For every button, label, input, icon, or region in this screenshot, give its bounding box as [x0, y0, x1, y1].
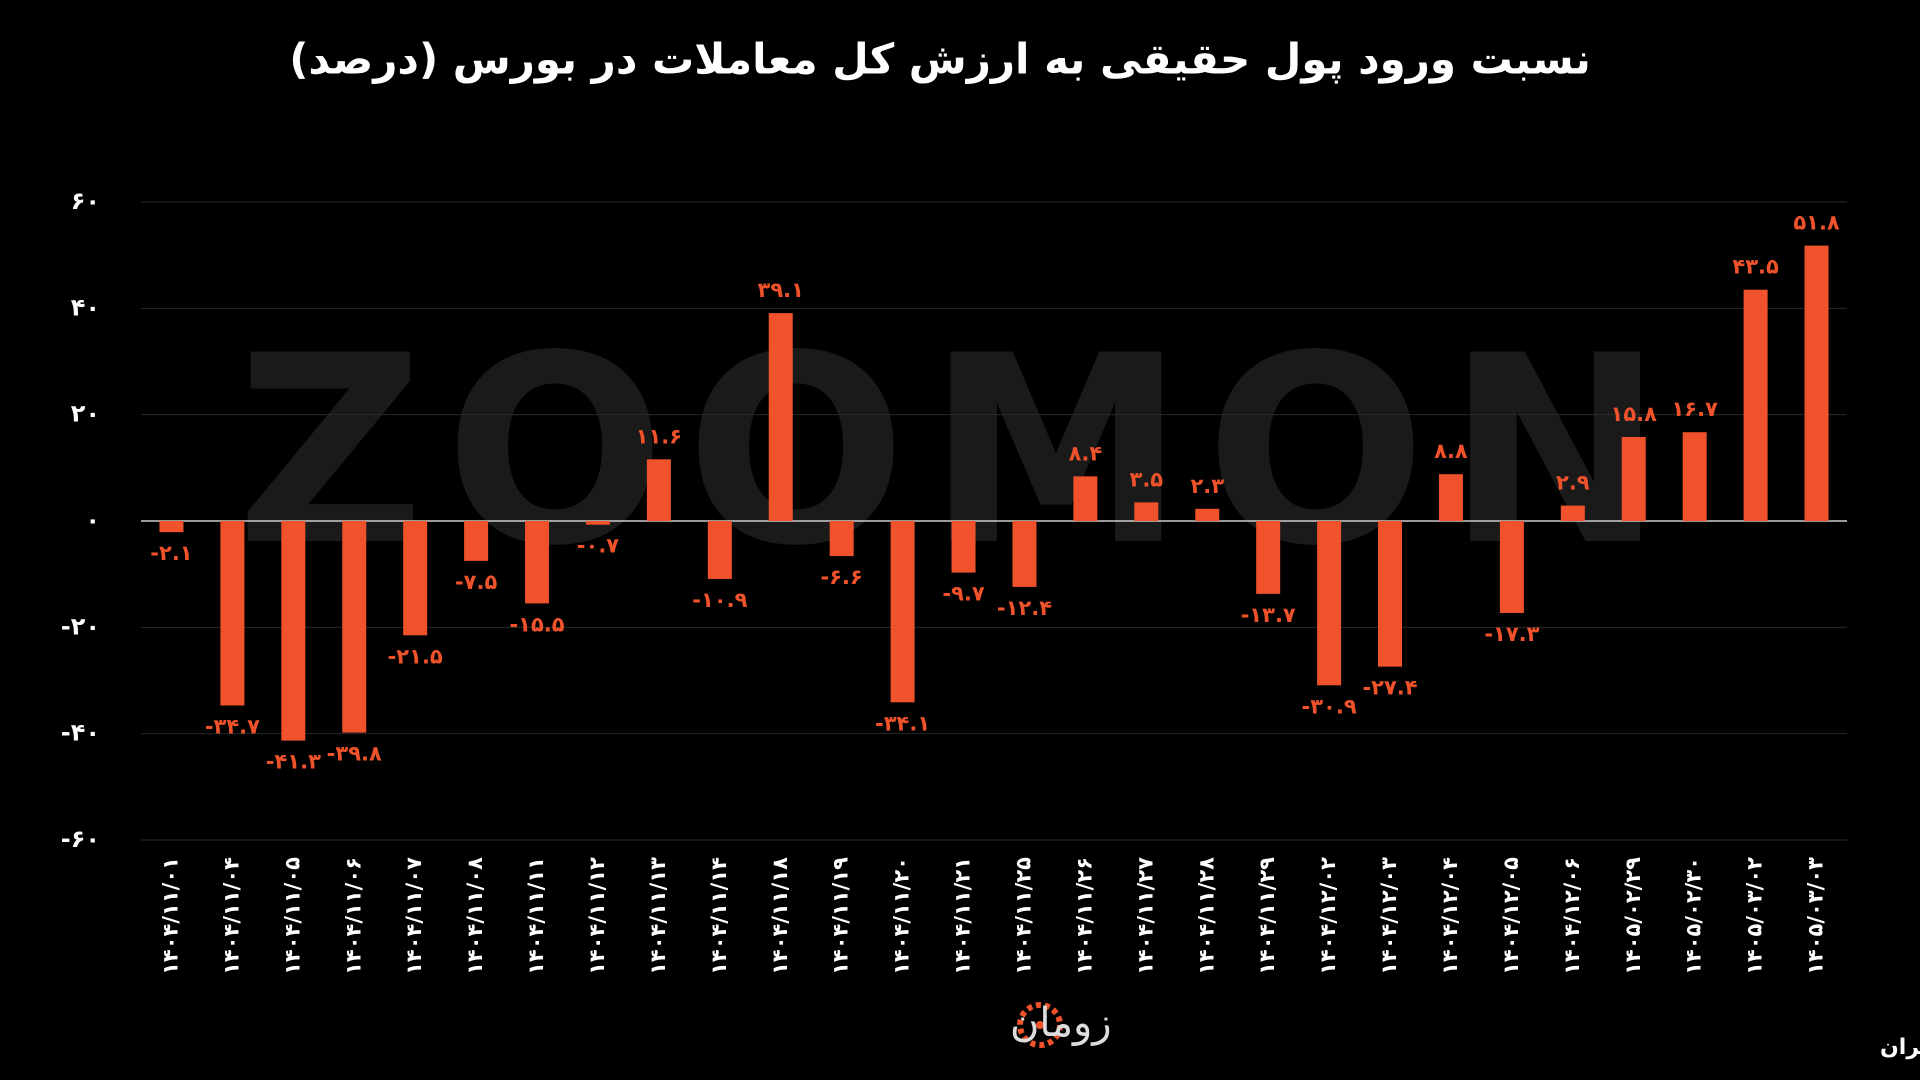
value-label: ۲.۳	[1190, 474, 1224, 498]
y-tick-label: ۲۰	[71, 400, 100, 428]
x-tick-label: ۱۴۰۴/۱۱/۱۹	[829, 857, 853, 975]
value-label: ۳.۵	[1130, 467, 1164, 491]
y-tick-label: ۴۰	[71, 293, 100, 321]
value-label: -۱۷.۳	[1484, 622, 1539, 646]
bar	[707, 521, 732, 579]
bar	[1743, 289, 1768, 521]
bar	[1134, 502, 1159, 521]
x-tick-label: ۱۴۰۵/۰۲/۳۰	[1682, 857, 1706, 975]
bar	[342, 521, 367, 733]
value-label: -۳۹.۸	[327, 742, 382, 766]
value-label: -۳۴.۷	[205, 714, 260, 738]
x-tick-label: ۱۴۰۴/۱۱/۱۸	[768, 857, 792, 975]
y-tick-label: -۴۰	[61, 719, 100, 747]
bar	[1195, 508, 1220, 521]
logo-dot	[1036, 1021, 1044, 1029]
value-label: -۲۷.۴	[1362, 676, 1417, 700]
bar	[1804, 245, 1829, 521]
x-tick-label: ۱۴۰۴/۱۱/۱۱	[524, 857, 548, 975]
x-tick-label: ۱۴۰۴/۱۱/۲۶	[1072, 857, 1096, 975]
value-label: ۸.۴	[1069, 441, 1103, 465]
value-label: ۳۹.۱	[758, 278, 804, 302]
x-tick-label: ۱۴۰۴/۱۱/۰۶	[341, 857, 365, 975]
chart-title: نسبت ورود پول حقیقی به ارزش کل معاملات د…	[289, 35, 1591, 85]
x-tick-label: ۱۴۰۴/۱۱/۲۷	[1133, 857, 1157, 975]
x-tick-label: ۱۴۰۴/۱۱/۲۹	[1255, 857, 1279, 975]
x-tick-label: ۱۴۰۵/۰۳/۰۳	[1804, 857, 1828, 975]
value-label: -۲۱.۵	[388, 644, 443, 668]
bar	[159, 521, 184, 533]
bar	[220, 521, 245, 706]
value-label: ۸.۸	[1434, 439, 1468, 463]
x-tick-label: ۱۴۰۵/۰۳/۰۲	[1743, 857, 1767, 975]
value-label: ۲.۹	[1556, 471, 1590, 495]
bar	[951, 521, 976, 573]
x-tick-label: ۱۴۰۴/۱۱/۲۱	[951, 857, 975, 975]
value-label: -۳۰.۹	[1302, 694, 1357, 718]
bar	[403, 521, 428, 636]
bar	[1256, 521, 1281, 594]
bar	[1012, 521, 1037, 587]
bar	[525, 521, 550, 604]
x-tick-label: ۱۴۰۴/۱۲/۰۳	[1377, 857, 1401, 975]
value-label: -۱۵.۵	[509, 612, 564, 636]
x-tick-label: ۱۴۰۴/۱۲/۰۶	[1560, 857, 1584, 975]
value-label: ۱۱.۶	[636, 424, 682, 448]
bar	[1073, 476, 1098, 521]
value-label: ۱۶.۷	[1671, 397, 1718, 421]
x-tick-label: ۱۴۰۴/۱۱/۰۴	[219, 857, 243, 975]
bar	[585, 521, 610, 525]
bar	[1621, 436, 1646, 521]
value-label: -۲.۱	[150, 541, 192, 565]
bar	[1560, 505, 1585, 521]
bar	[829, 521, 854, 557]
x-tick-label: ۱۴۰۵/۰۲/۲۹	[1621, 857, 1645, 975]
value-label: -۹.۷	[942, 582, 985, 606]
bar	[646, 459, 671, 521]
brand-logo	[1017, 1002, 1063, 1048]
source: منبع: بورس تهران	[1880, 1035, 1920, 1060]
x-tick-label: ۱۴۰۴/۱۱/۰۷	[402, 857, 426, 975]
value-label: -۴۱.۳	[266, 750, 321, 774]
y-tick-label: -۲۰	[61, 612, 100, 640]
logo-icon	[1017, 1002, 1063, 1048]
bar	[1317, 521, 1342, 686]
value-label: -۱۳.۷	[1241, 603, 1296, 627]
bar	[890, 521, 915, 703]
x-tick-label: ۱۴۰۴/۱۱/۲۵	[1011, 857, 1035, 975]
y-tick-label: ۶۰	[71, 187, 100, 215]
value-label: -۱۲.۴	[997, 596, 1052, 620]
x-tick-label: ۱۴۰۴/۱۲/۰۲	[1316, 857, 1340, 975]
value-label: ۱۵.۸	[1611, 402, 1658, 426]
bar	[1438, 474, 1463, 521]
bar	[1378, 521, 1403, 667]
x-tick-label: ۱۴۰۴/۱۱/۱۳	[646, 857, 670, 975]
x-tick-label: ۱۴۰۴/۱۱/۱۴	[707, 857, 731, 975]
x-tick-label: ۱۴۰۴/۱۱/۱۲	[585, 857, 609, 975]
brand-name: زومان	[1010, 1000, 1112, 1046]
value-label: -۷.۵	[455, 570, 498, 594]
bar	[281, 521, 306, 741]
x-tick-label: ۱۴۰۴/۱۱/۰۵	[280, 857, 304, 975]
y-tick-label: ۰	[85, 506, 100, 534]
value-label: -۶.۶	[821, 565, 863, 589]
x-tick-label: ۱۴۰۴/۱۱/۰۸	[463, 857, 487, 975]
bar	[464, 521, 489, 561]
value-label: -۰.۷	[577, 534, 620, 558]
x-tick-label: ۱۴۰۴/۱۱/۲۰	[890, 857, 914, 975]
value-label: -۱۰.۹	[692, 588, 747, 612]
bar	[1682, 432, 1707, 521]
value-label: -۳۴.۱	[875, 711, 930, 735]
value-label: ۵۱.۸	[1793, 211, 1840, 235]
bar	[1499, 521, 1524, 613]
value-label: ۴۳.۵	[1732, 255, 1779, 279]
x-tick-label: ۱۴۰۴/۱۱/۲۸	[1194, 857, 1218, 975]
x-tick-label: ۱۴۰۴/۱۲/۰۴	[1438, 857, 1462, 975]
bar	[768, 313, 793, 521]
y-tick-label: -۶۰	[61, 825, 100, 853]
x-tick-label: ۱۴۰۴/۱۱/۰۱	[158, 857, 182, 975]
x-tick-label: ۱۴۰۴/۱۲/۰۵	[1499, 857, 1523, 975]
